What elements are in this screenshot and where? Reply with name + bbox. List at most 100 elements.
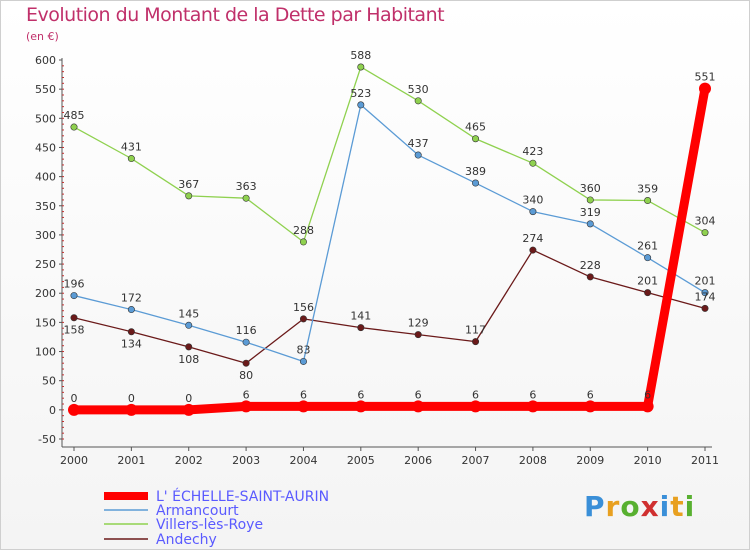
data-label: 304 — [695, 215, 716, 228]
data-label: 228 — [580, 259, 601, 272]
chart-subtitle: (en €) — [26, 30, 59, 43]
data-point — [70, 123, 78, 131]
data-point — [586, 220, 594, 228]
data-label: 117 — [465, 324, 486, 337]
data-point — [70, 292, 78, 300]
data-label: 367 — [178, 178, 199, 191]
chart-title: Evolution du Montant de la Dette par Hab… — [26, 4, 445, 26]
x-tick-label: 2004 — [289, 454, 317, 467]
data-point — [586, 196, 594, 204]
data-label: 145 — [178, 307, 199, 320]
x-tick-label: 2010 — [634, 454, 662, 467]
data-point — [414, 151, 422, 159]
y-tick-label: -50 — [38, 433, 56, 446]
data-label: 80 — [239, 369, 253, 382]
x-tick-label: 2001 — [117, 454, 145, 467]
data-point — [68, 403, 80, 416]
y-tick-label: 0 — [49, 404, 56, 417]
data-label: 174 — [695, 290, 716, 303]
data-point — [469, 400, 482, 413]
data-label: 360 — [580, 182, 601, 195]
data-point — [299, 315, 307, 323]
data-point — [701, 289, 709, 297]
y-tick-label: 450 — [35, 141, 56, 154]
data-point — [472, 179, 480, 187]
data-label: 274 — [522, 232, 543, 245]
data-point — [644, 197, 652, 205]
x-tick-label: 2008 — [519, 454, 547, 467]
data-point — [127, 155, 135, 163]
data-point — [699, 82, 711, 95]
data-point — [242, 194, 250, 202]
data-point — [529, 246, 537, 254]
data-point — [185, 192, 193, 200]
data-label: 134 — [121, 338, 142, 351]
data-label: 465 — [465, 121, 486, 134]
data-point — [185, 321, 193, 329]
x-tick-label: 2009 — [576, 454, 604, 467]
series-line-3 — [73, 249, 706, 364]
data-point — [641, 400, 654, 413]
data-label: 261 — [637, 240, 658, 253]
data-label: 6 — [472, 388, 479, 401]
data-point — [584, 400, 597, 413]
y-tick-label: 500 — [35, 112, 56, 125]
data-label: 6 — [415, 388, 422, 401]
proxiti-logo: Proxiti — [584, 490, 696, 523]
data-label: 523 — [350, 87, 371, 100]
data-point — [297, 400, 310, 413]
data-point — [354, 400, 367, 413]
data-point — [240, 400, 253, 413]
data-point — [125, 403, 138, 416]
data-point — [414, 97, 422, 105]
data-label: 158 — [64, 324, 85, 337]
data-point — [299, 357, 307, 365]
data-point — [70, 314, 78, 322]
x-tick-label: 2003 — [232, 454, 260, 467]
data-label: 141 — [350, 310, 371, 323]
data-label: 530 — [408, 83, 429, 96]
legend-label: Armancourt — [156, 503, 239, 519]
data-label: 340 — [522, 194, 543, 207]
data-label: 172 — [121, 292, 142, 305]
data-point — [127, 306, 135, 314]
data-point — [529, 159, 537, 167]
data-point — [526, 400, 539, 413]
data-label: 83 — [296, 343, 310, 356]
data-label: 6 — [243, 388, 250, 401]
y-tick-label: 100 — [35, 346, 56, 359]
x-tick-label: 2007 — [462, 454, 490, 467]
data-label: 201 — [637, 275, 658, 288]
y-tick-label: 150 — [35, 316, 56, 329]
data-label: 588 — [350, 49, 371, 62]
data-point — [701, 304, 709, 312]
data-label: 363 — [236, 180, 257, 193]
data-label: 431 — [121, 141, 142, 154]
y-tick-label: 200 — [35, 287, 56, 300]
data-label: 196 — [64, 278, 85, 291]
x-tick-label: 2006 — [404, 454, 432, 467]
data-point — [644, 254, 652, 262]
data-point — [127, 328, 135, 336]
data-point — [412, 400, 425, 413]
data-point — [357, 101, 365, 109]
data-point — [185, 343, 193, 351]
y-tick-label: 600 — [35, 54, 56, 67]
data-label: 0 — [128, 392, 135, 405]
y-tick-label: 300 — [35, 229, 56, 242]
data-label: 389 — [465, 165, 486, 178]
x-tick-label: 2000 — [60, 454, 88, 467]
legend-label: Villers-lès-Roye — [156, 517, 263, 533]
data-label: 319 — [580, 206, 601, 219]
data-label: 6 — [300, 388, 307, 401]
data-point — [701, 229, 709, 237]
data-point — [242, 338, 250, 346]
data-label: 108 — [178, 353, 199, 366]
data-point — [242, 359, 250, 367]
series-line-0 — [69, 84, 710, 415]
data-label: 437 — [408, 137, 429, 150]
data-point — [586, 273, 594, 281]
data-label: 129 — [408, 317, 429, 330]
